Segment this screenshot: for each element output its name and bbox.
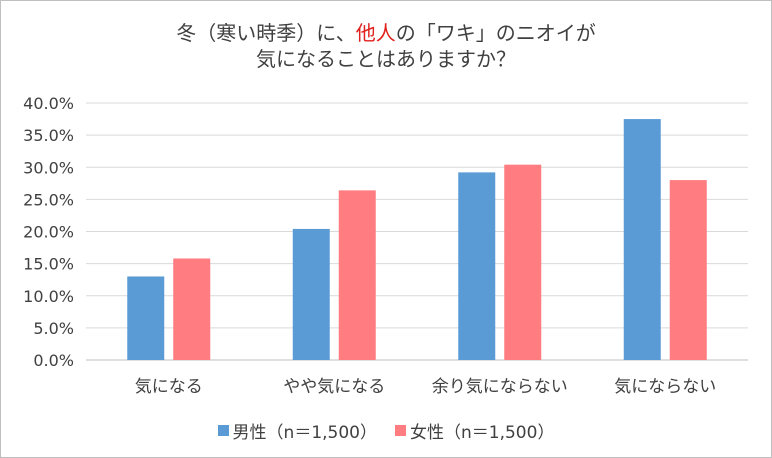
bar xyxy=(292,228,330,360)
chart-legend: 男性（n＝1,500） 女性（n＝1,500） xyxy=(0,418,772,443)
y-tick-label: 40.0% xyxy=(23,94,74,113)
bar xyxy=(338,190,376,360)
y-tick-label: 30.0% xyxy=(23,158,74,177)
y-tick-label: 10.0% xyxy=(23,287,74,306)
bar xyxy=(127,276,165,360)
legend-label-female: 女性（n＝1,500） xyxy=(410,423,555,443)
bar xyxy=(669,180,707,360)
y-tick-label: 20.0% xyxy=(23,223,74,242)
bar xyxy=(173,258,211,360)
y-tick-label: 15.0% xyxy=(23,255,74,274)
x-tick-label: 気にならない xyxy=(614,377,716,397)
y-tick-label: 35.0% xyxy=(23,126,74,145)
chart-title-part-1: 冬（寒い時季）に、 xyxy=(176,21,356,45)
legend-item-female: 女性（n＝1,500） xyxy=(395,418,554,443)
chart-title-line-2: 気になることはありますか？ xyxy=(256,47,516,71)
y-tick-label: 5.0% xyxy=(33,319,74,338)
x-tick-label: 気になる xyxy=(135,377,203,397)
x-tick-label: やや気になる xyxy=(283,377,385,397)
chart-title-line-1: 冬（寒い時季）に、他人の「ワキ」のニオイが xyxy=(0,20,772,46)
legend-label-male: 男性（n＝1,500） xyxy=(232,423,377,443)
chart-title-part-3: の「ワキ」のニオイが xyxy=(395,21,596,45)
bar xyxy=(458,172,496,360)
legend-swatch-male xyxy=(217,425,229,436)
y-tick-label: 25.0% xyxy=(23,190,74,209)
chart-title-highlight: 他人 xyxy=(355,21,396,45)
bar xyxy=(504,164,542,360)
legend-item-male: 男性（n＝1,500） xyxy=(217,418,377,443)
x-tick-label: 余り気にならない xyxy=(432,377,568,397)
y-tick-label: 0.0% xyxy=(33,351,74,370)
bar xyxy=(623,119,661,360)
legend-swatch-female xyxy=(395,425,406,436)
